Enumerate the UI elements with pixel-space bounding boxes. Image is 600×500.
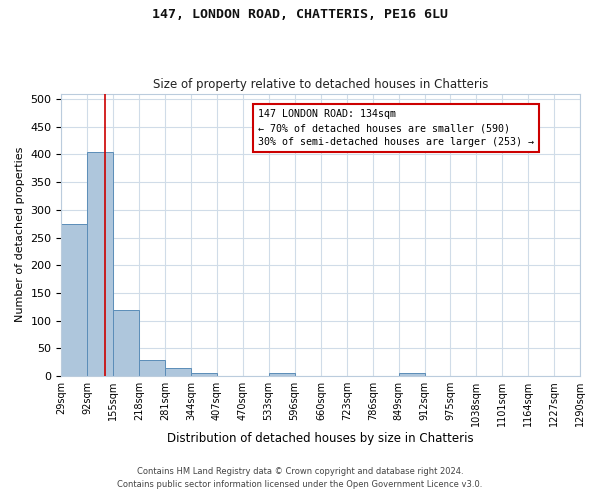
- Text: Contains HM Land Registry data © Crown copyright and database right 2024.: Contains HM Land Registry data © Crown c…: [137, 467, 463, 476]
- Bar: [139, 360, 165, 376]
- Bar: [398, 373, 425, 376]
- Text: Contains public sector information licensed under the Open Government Licence v3: Contains public sector information licen…: [118, 480, 482, 489]
- Bar: [61, 224, 88, 376]
- Y-axis label: Number of detached properties: Number of detached properties: [15, 147, 25, 322]
- Bar: [88, 152, 113, 376]
- Bar: [191, 373, 217, 376]
- Title: Size of property relative to detached houses in Chatteris: Size of property relative to detached ho…: [153, 78, 488, 91]
- Text: 147 LONDON ROAD: 134sqm
← 70% of detached houses are smaller (590)
30% of semi-d: 147 LONDON ROAD: 134sqm ← 70% of detache…: [259, 109, 535, 147]
- Bar: [269, 373, 295, 376]
- Text: 147, LONDON ROAD, CHATTERIS, PE16 6LU: 147, LONDON ROAD, CHATTERIS, PE16 6LU: [152, 8, 448, 20]
- Bar: [113, 310, 139, 376]
- X-axis label: Distribution of detached houses by size in Chatteris: Distribution of detached houses by size …: [167, 432, 474, 445]
- Bar: [165, 368, 191, 376]
